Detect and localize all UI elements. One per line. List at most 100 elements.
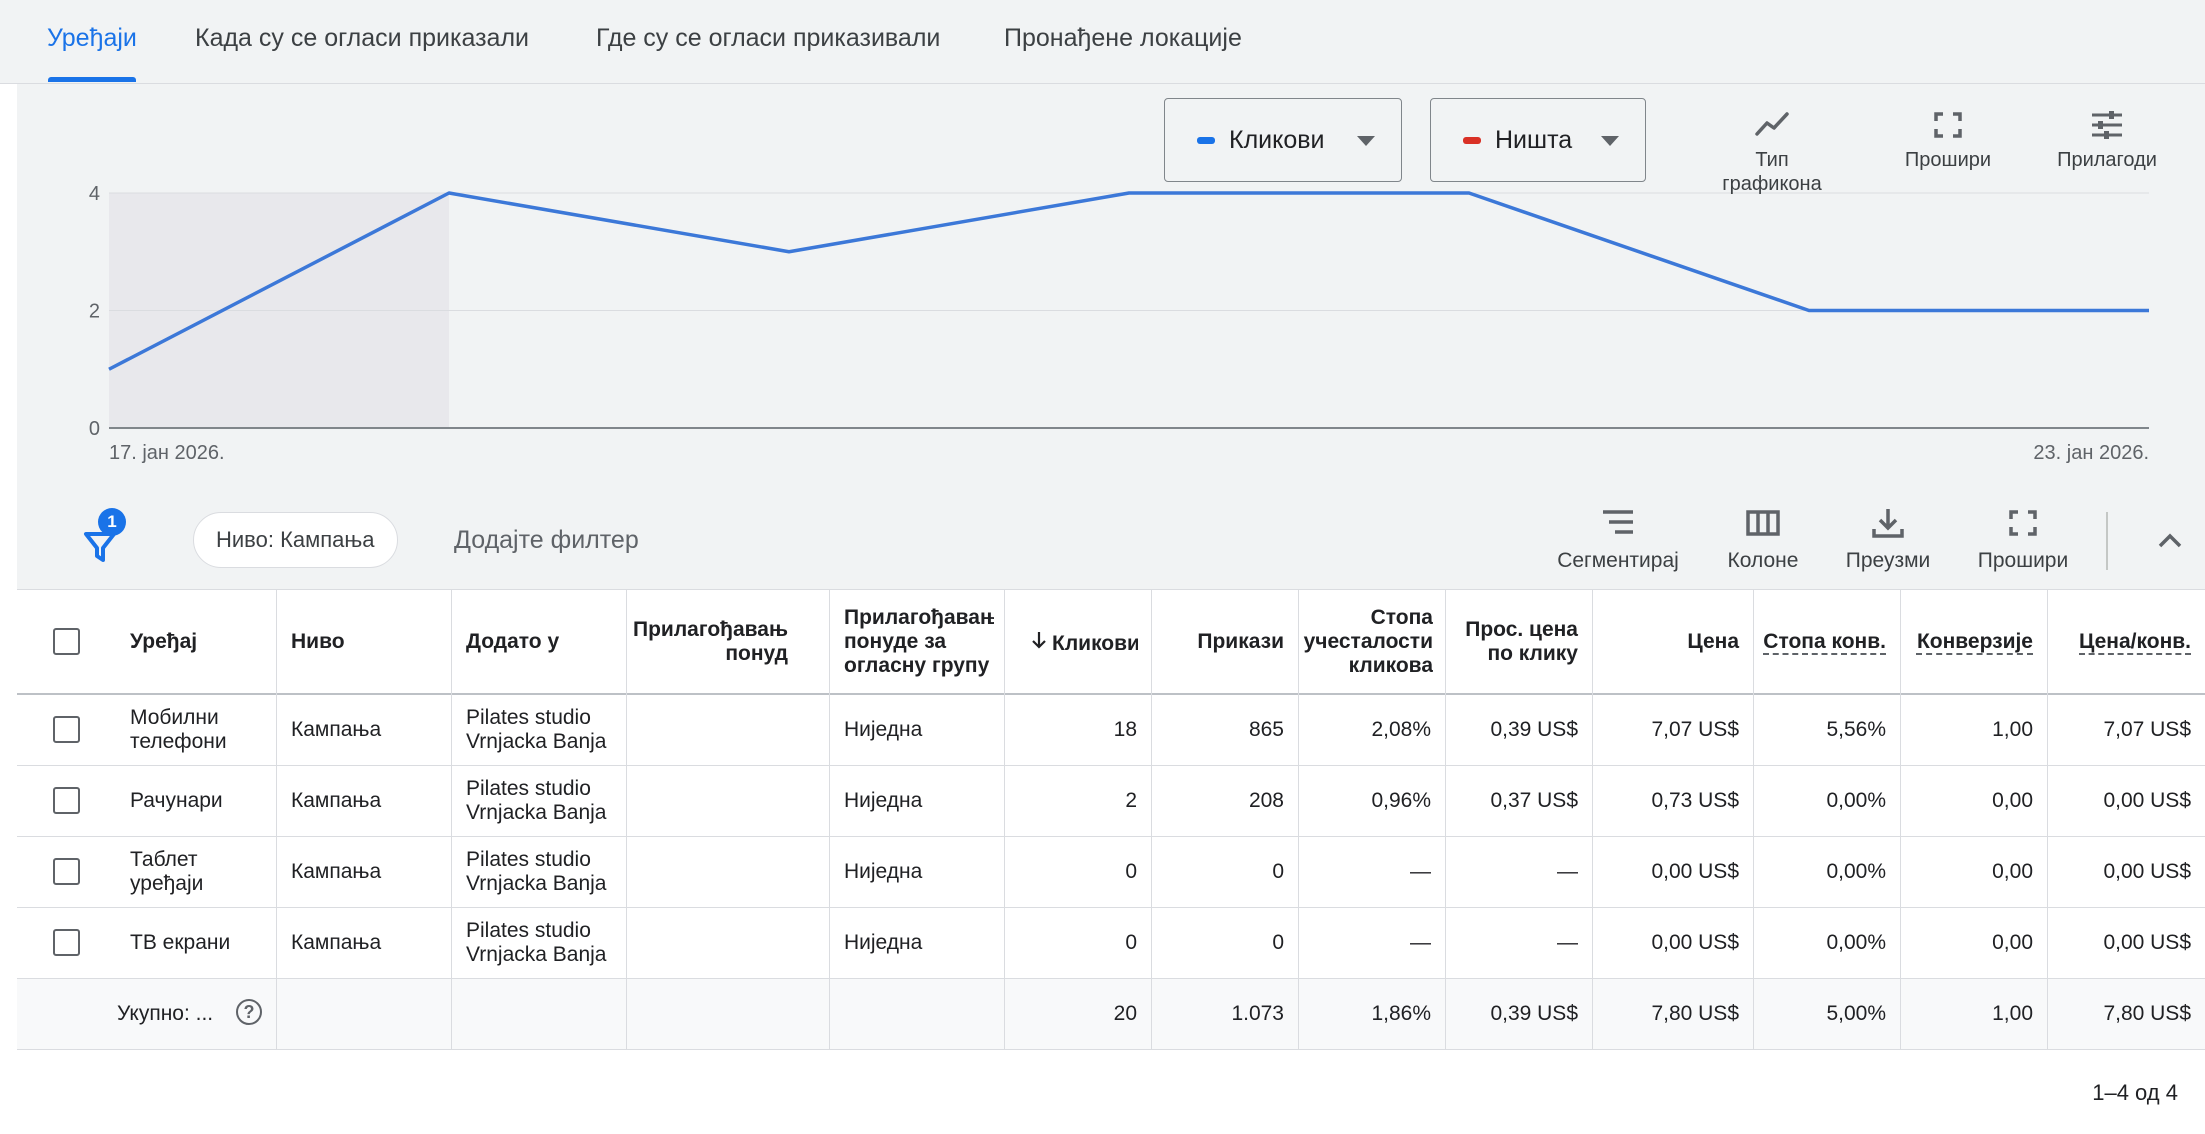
column-divider (2047, 590, 2048, 1049)
download-button[interactable]: Преузми (1838, 505, 1938, 573)
tab-devices[interactable]: Уређаји (47, 24, 137, 52)
cell-cost-per-conv: 7,07 US$ (2103, 718, 2191, 741)
column-divider (451, 590, 452, 1049)
arrow-down-icon (1030, 630, 1052, 656)
cell-added-to[interactable]: Pilates studio Vrnjacka Banja (466, 848, 607, 895)
row-divider (17, 836, 2205, 837)
cell-device: ТВ екрани (130, 931, 231, 954)
segment-label: Сегментирај (1557, 549, 1679, 572)
tab-when-ads-showed[interactable]: Када су се огласи приказали (195, 24, 530, 52)
column-header-ctr[interactable]: Стопа учесталости кликова (1300, 606, 1433, 678)
cell-conversions: 0,00 (1992, 789, 2033, 812)
cell-level: Кампања (291, 931, 382, 954)
total-conversions: 1,00 (1992, 1002, 2033, 1025)
column-header-cost[interactable]: Цена (1687, 630, 1739, 653)
row-divider (17, 765, 2205, 766)
chart-expand-label: Прошири (1904, 149, 1992, 171)
tab-where-ads-showed[interactable]: Где су се огласи приказивали (596, 24, 941, 52)
cell-avg-cpc: — (1557, 860, 1578, 883)
row-checkbox[interactable] (53, 929, 80, 956)
row-checkbox[interactable] (53, 858, 80, 885)
header-line: по клику (1487, 642, 1578, 665)
column-header-level[interactable]: Ниво (291, 630, 345, 653)
cell-conv-rate: 5,56% (1826, 718, 1886, 741)
column-header-avg-cpc[interactable]: Прос. цена по клику (1445, 618, 1578, 666)
total-impressions: 1.073 (1231, 1002, 1284, 1025)
total-ctr: 1,86% (1371, 1002, 1431, 1025)
chart-line-icon (1755, 112, 1789, 136)
header-line: Стопа (1370, 606, 1433, 629)
cell-cost: 0,73 US$ (1651, 789, 1739, 812)
chevron-down-icon (1601, 136, 1619, 146)
pagination-label: 1–4 од 4 (2092, 1080, 2178, 1105)
cell-cost: 0,00 US$ (1651, 931, 1739, 954)
cell-added-to[interactable]: Pilates studio Vrnjacka Banja (466, 706, 607, 753)
row-checkbox[interactable] (53, 787, 80, 814)
cell-cost: 0,00 US$ (1651, 860, 1739, 883)
cell-bid-adjustment-group: Ниједна (844, 860, 923, 883)
row-divider (17, 907, 2205, 908)
column-header-conversions[interactable]: Конверзије (1916, 630, 2033, 653)
cell-added-to[interactable]: Pilates studio Vrnjacka Banja (466, 777, 607, 824)
fullscreen-icon (1934, 112, 1962, 138)
chart-expand-button[interactable]: Прошири (1890, 108, 2006, 173)
row-divider (17, 1049, 2205, 1050)
column-header-added-to[interactable]: Додато у (466, 630, 560, 653)
column-header-bid-adjustment-group[interactable]: Прилагођавањ понуде за огласну групу (844, 606, 994, 678)
column-header-cost-per-conv[interactable]: Цена/конв. (2079, 630, 2191, 653)
download-label: Преузми (1845, 549, 1931, 572)
total-cost-per-conv: 7,80 US$ (2103, 1002, 2191, 1025)
total-conv-rate: 5,00% (1826, 1002, 1886, 1025)
columns-icon (1746, 510, 1780, 536)
cell-ctr: 2,08% (1371, 718, 1431, 741)
cell-clicks: 0 (1125, 860, 1137, 883)
cell-added-to[interactable]: Pilates studio Vrnjacka Banja (466, 919, 607, 966)
cell-cost: 7,07 US$ (1651, 718, 1739, 741)
select-all-checkbox[interactable] (53, 628, 80, 655)
cell-impressions: 0 (1272, 931, 1284, 954)
columns-button[interactable]: Колоне (1715, 505, 1811, 573)
header-divider (17, 693, 2205, 695)
cell-level: Кампања (291, 860, 382, 883)
cell-conv-rate: 0,00% (1826, 789, 1886, 812)
column-header-bid-adjustment[interactable]: Прилагођавањ понуд (630, 618, 788, 666)
cell-device: Мобилни телефони (130, 706, 227, 753)
total-cost: 7,80 US$ (1651, 1002, 1739, 1025)
cell-bid-adjustment-group: Ниједна (844, 718, 923, 741)
metric-select-none[interactable]: Ништа (1430, 98, 1646, 182)
column-divider (1592, 590, 1593, 1049)
cell-cost-per-conv: 0,00 US$ (2103, 860, 2191, 883)
level-filter-chip[interactable]: Ниво: Кампања (193, 512, 398, 568)
row-checkbox[interactable] (53, 716, 80, 743)
total-row-bg (17, 979, 2205, 1049)
cell-level: Кампања (291, 789, 382, 812)
column-divider (1753, 590, 1754, 1049)
column-header-impressions[interactable]: Прикази (1197, 630, 1284, 653)
y-tick-label: 0 (89, 418, 100, 440)
cell-cost-per-conv: 0,00 US$ (2103, 931, 2191, 954)
tab-locations-found[interactable]: Пронађене локације (1004, 24, 1242, 52)
segment-icon (1603, 510, 1633, 534)
metric-select-label: Кликови (1229, 126, 1325, 154)
chart-adjust-button[interactable]: Прилагоди (2047, 108, 2167, 173)
segment-button[interactable]: Сегментирај (1548, 505, 1688, 573)
cell-ctr: 0,96% (1371, 789, 1431, 812)
cell-bid-adjustment-group: Ниједна (844, 931, 923, 954)
column-header-clicks[interactable]: Кликови (1030, 630, 1138, 656)
cell-conv-rate: 0,00% (1826, 931, 1886, 954)
header-line: учесталости (1303, 630, 1433, 653)
column-header-conv-rate[interactable]: Стопа конв. (1763, 630, 1886, 653)
column-divider (1298, 590, 1299, 1049)
table-expand-button[interactable]: Прошири (1968, 505, 2078, 573)
help-icon[interactable]: ? (236, 999, 262, 1025)
chevron-up-icon[interactable] (2155, 526, 2185, 556)
cell-conversions: 0,00 (1992, 860, 2033, 883)
total-label: Укупно: ... (117, 1002, 214, 1025)
metric-color-swatch (1463, 137, 1481, 144)
metric-select-clicks[interactable]: Кликови (1164, 98, 1402, 182)
chart-type-button[interactable]: Тип графикона (1712, 108, 1832, 196)
chart-adjust-label: Прилагоди (2057, 149, 2157, 171)
cell-clicks: 18 (1113, 718, 1137, 741)
column-header-device[interactable]: Уређај (130, 630, 198, 653)
add-filter-button[interactable]: Додајте филтер (454, 526, 639, 554)
